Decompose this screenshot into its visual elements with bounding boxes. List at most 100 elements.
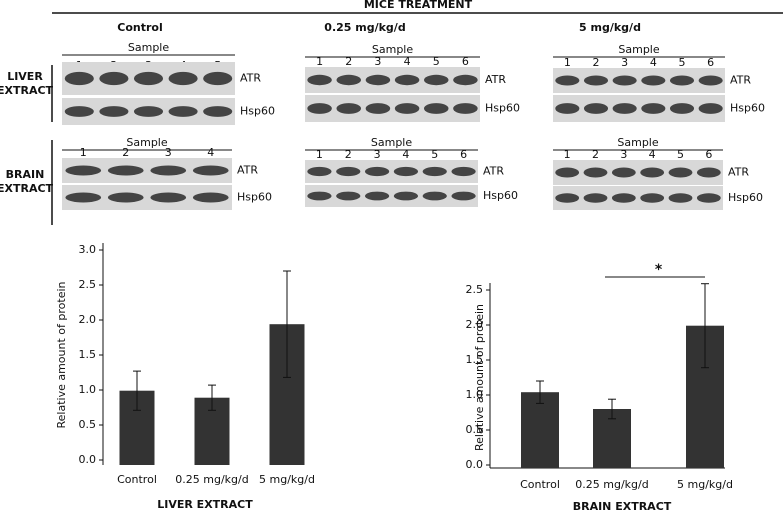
y-tick-label: 0.5 [79,418,97,431]
blot-band [555,193,580,203]
sample-label: Sample [128,41,169,54]
y-tick-label: 1.0 [79,383,97,396]
column-header: 0.25 mg/kg/d [324,21,405,34]
blot-band [394,103,420,114]
blot-band [669,75,695,86]
blot-band [583,75,609,86]
y-tick-label: 2.0 [466,318,484,331]
band-label: Hsp60 [730,102,765,115]
blot-band [168,106,198,117]
significance-label: * [655,262,663,278]
lane-label: 1 [316,55,323,68]
row-label: EXTRACT [0,84,54,97]
blot-band [65,192,102,203]
blot-band [611,193,636,203]
y-tick-label: 1.5 [466,353,484,366]
band-label: ATR [485,73,506,86]
blot-band [669,103,695,114]
lane-label: 5 [679,56,686,69]
band-label: Hsp60 [485,102,520,115]
sample-label: Sample [126,136,167,149]
blot-band [422,166,447,177]
x-tick-label: Control [117,473,157,486]
blot-band [336,191,361,201]
x-tick-label: 0.25 mg/kg/d [575,478,648,491]
blot-band [611,167,636,178]
blot-band [394,74,420,86]
band-label: Hsp60 [237,191,272,204]
blot-band [583,167,608,178]
blot-band [555,75,580,86]
row-label: BRAIN [6,168,45,181]
blot-band [203,71,233,86]
band-label: ATR [240,72,261,85]
blot-band [453,103,478,114]
lane-label: 2 [345,148,352,161]
row-label: LIVER [7,70,43,83]
row-label: EXTRACT [0,182,54,195]
blot-band [668,193,693,203]
blot-band [150,165,187,176]
x-tick-label: 5 mg/kg/d [259,473,315,486]
blot-band [422,191,447,201]
blot-band [307,103,332,114]
lane-label: 3 [165,146,172,159]
chart-title: LIVER EXTRACT [157,498,253,511]
band-label: Hsp60 [483,189,518,202]
blot-band [203,106,233,117]
blot-band [307,191,332,201]
lane-label: 5 [677,148,684,161]
blot-band [641,75,666,86]
blot [553,95,725,122]
blot-band [64,106,94,117]
y-tick-label: 1.5 [79,348,97,361]
lane-label: 2 [345,55,352,68]
blot-band [99,106,129,117]
blot-band [133,71,164,86]
lane-label: 1 [564,148,571,161]
blot-band [696,167,721,178]
lane-label: 3 [620,148,627,161]
lane-label: 6 [707,56,714,69]
y-tick-label: 2.5 [466,283,484,296]
blot-band [451,166,476,177]
band-label: ATR [728,166,749,179]
band-label: ATR [237,164,258,177]
lane-label: 3 [621,56,628,69]
blot-band [307,74,332,86]
band-label: ATR [730,74,751,87]
blot-band [612,75,637,86]
band-label: ATR [483,165,504,178]
blot-band [393,166,419,177]
blot-band [99,71,129,86]
blot-band [192,165,229,176]
blot-band [168,71,198,86]
y-tick-label: 2.5 [79,278,97,291]
blot-band [133,106,164,117]
blot-band [453,74,478,86]
x-tick-label: Control [520,478,560,491]
blot [305,160,478,183]
y-tick-label: 0.5 [466,423,484,436]
y-tick-label: 2.0 [79,313,97,326]
blot-band [555,167,580,178]
blot [305,67,480,93]
blot-band [451,191,476,201]
blot-band [364,166,390,177]
blot-band [555,103,580,114]
lane-label: 2 [122,146,129,159]
blot-band [65,165,102,176]
blot [553,186,723,210]
bar [521,392,559,468]
blot-band [698,75,723,86]
lane-label: 6 [705,148,712,161]
blot-band [424,103,449,114]
y-axis-label: Relative amount of protein [55,281,68,428]
lane-label: 1 [80,146,87,159]
lane-label: 4 [649,148,656,161]
y-tick-label: 3.0 [79,243,97,256]
blot [305,185,478,207]
blot-band [583,103,609,114]
lane-label: 5 [433,55,440,68]
